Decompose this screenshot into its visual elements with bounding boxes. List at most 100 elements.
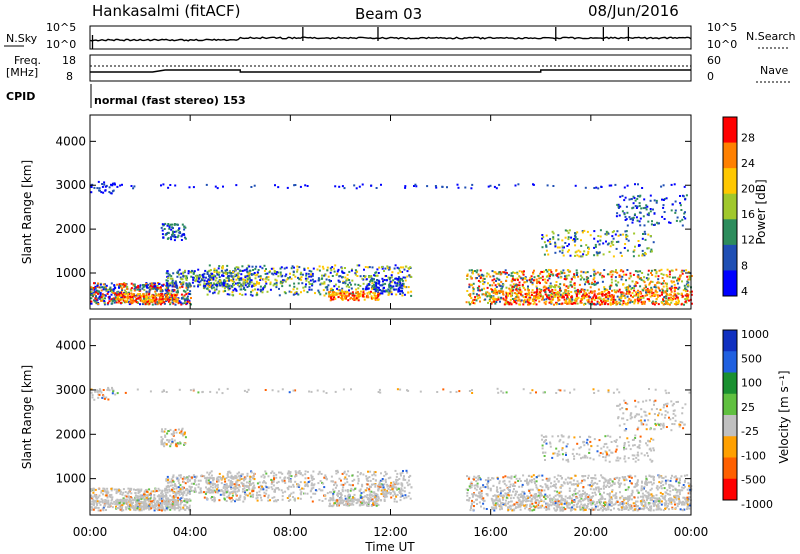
scatter-cell: [380, 483, 383, 486]
scatter-cell: [188, 186, 191, 189]
scatter-cell: [257, 275, 260, 278]
scatter-cell: [401, 279, 404, 282]
scatter-cell: [482, 293, 485, 296]
scatter-cell: [467, 293, 470, 296]
scatter-cell: [631, 300, 634, 303]
scatter-cell: [312, 267, 315, 270]
scatter-cell: [240, 474, 243, 477]
scatter-cell: [197, 483, 200, 486]
scatter-cell: [373, 473, 376, 476]
scatter-cell: [196, 275, 199, 278]
scatter-cell: [253, 486, 256, 489]
scatter-cell: [243, 487, 246, 490]
scatter-cell: [186, 277, 188, 279]
scatter-cell: [405, 496, 408, 499]
scatter-cell: [149, 500, 152, 503]
scatter-cell: [519, 293, 522, 296]
scatter-cell: [139, 284, 142, 287]
scatter-cell: [184, 269, 186, 272]
scatter-cell: [142, 493, 145, 496]
scatter-cell: [173, 230, 176, 233]
scatter-cell: [634, 205, 637, 207]
scatter-cell: [288, 480, 290, 483]
scatter-cell: [626, 184, 629, 187]
scatter-cell: [583, 250, 586, 253]
scatter-cell: [164, 501, 167, 504]
scatter-cell: [192, 272, 195, 275]
scatter-cell: [98, 187, 101, 190]
power-y-label: Slant Range [km]: [20, 160, 34, 264]
scatter-cell: [208, 279, 211, 281]
scatter-cell: [127, 487, 130, 490]
scatter-cell: [646, 247, 649, 250]
scatter-cell: [629, 272, 632, 275]
scatter-cell: [495, 272, 498, 275]
scatter-cell: [383, 498, 386, 501]
scatter-cell: [441, 185, 444, 188]
scatter-cell: [215, 288, 218, 291]
scatter-cell: [364, 275, 367, 278]
scatter-cell: [515, 295, 518, 298]
scatter-cell: [357, 287, 360, 290]
scatter-cell: [223, 280, 226, 283]
scatter-cell: [218, 271, 221, 274]
scatter-cell: [177, 505, 180, 508]
scatter-cell: [106, 487, 109, 490]
scatter-cell: [314, 280, 317, 283]
scatter-cell: [519, 300, 522, 303]
scatter-cell: [371, 279, 374, 282]
scatter-cell: [676, 282, 679, 285]
scatter-cell: [243, 286, 246, 289]
scatter-cell: [123, 498, 126, 501]
scatter-cell: [614, 233, 617, 236]
scatter-cell: [212, 286, 215, 289]
scatter-cell: [131, 498, 134, 501]
scatter-cell: [288, 290, 291, 293]
scatter-cell: [308, 286, 311, 289]
scatter-cell: [221, 267, 224, 270]
scatter-cell: [342, 294, 345, 297]
scatter-cell: [344, 489, 347, 492]
scatter-cell: [601, 280, 604, 283]
scatter-cell: [334, 297, 337, 300]
scatter-cell: [175, 492, 178, 495]
scatter-cell: [233, 287, 236, 290]
colorbar-tick-label: 12: [741, 234, 755, 247]
scatter-cell: [637, 274, 640, 277]
scatter-cell: [120, 507, 123, 510]
scatter-cell: [180, 497, 183, 499]
scatter-cell: [260, 496, 262, 499]
scatter-cell: [406, 270, 409, 273]
scatter-cell: [207, 491, 209, 494]
scatter-cell: [215, 271, 218, 273]
scatter-cell: [337, 285, 340, 288]
scatter-cell: [131, 302, 134, 305]
scatter-cell: [652, 241, 655, 244]
scatter-cell: [642, 215, 645, 218]
scatter-cell: [573, 299, 576, 302]
scatter-cell: [95, 297, 98, 300]
scatter-cell: [359, 292, 362, 295]
noise-trace: [89, 27, 692, 49]
scatter-cell: [109, 290, 112, 293]
scatter-cell: [540, 288, 543, 291]
scatter-cell: [170, 228, 173, 231]
scatter-cell: [222, 290, 225, 293]
scatter-cell: [213, 483, 216, 486]
scatter-cell: [410, 486, 413, 489]
scatter-cell: [103, 301, 106, 304]
scatter-cell: [281, 281, 284, 284]
scatter-cell: [253, 484, 256, 487]
scatter-cell: [637, 183, 639, 186]
scatter-cell: [190, 297, 192, 299]
scatter-cell: [658, 289, 661, 292]
scatter-cell: [612, 243, 615, 246]
scatter-cell: [179, 484, 182, 487]
scatter-cell: [577, 275, 580, 278]
scatter-cell: [186, 488, 189, 491]
scatter-cell: [376, 288, 379, 291]
scatter-cell: [479, 277, 482, 280]
scatter-cell: [538, 300, 541, 303]
scatter-cell: [557, 285, 560, 288]
scatter-cell: [165, 497, 168, 500]
